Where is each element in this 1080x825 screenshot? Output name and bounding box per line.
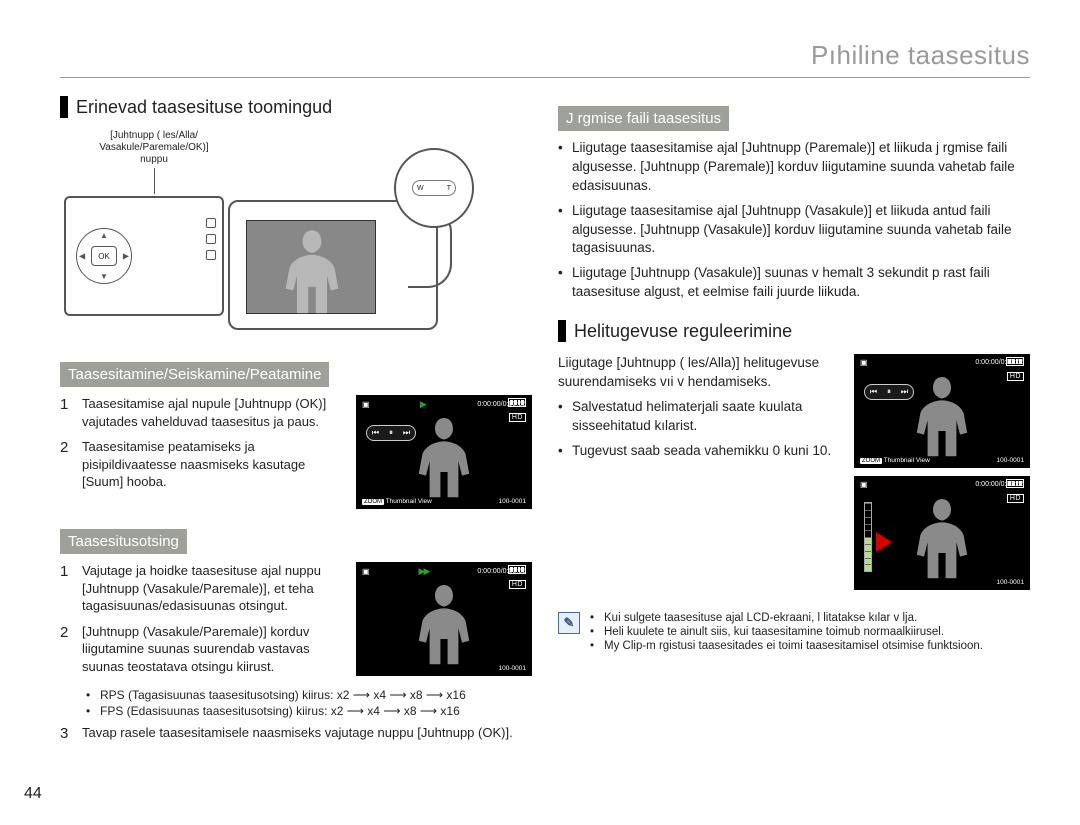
page-title: Pıhiline taasesitus [60,40,1030,78]
pause-icon: ⏸ [389,428,393,438]
down-icon: ▼ [100,272,108,281]
pause-icon: ⏸ [887,387,891,397]
camera-diagram: [Juhtnupp ( les/Alla/ Vasakule/Paremale/… [60,130,480,340]
battery-icon [508,398,526,407]
prev-icon: ⏮ [372,428,379,438]
camera-icon: ▣ [860,358,868,367]
right-icon: ▶ [123,252,129,261]
side-button-icon [206,218,216,228]
subheading-search: Taasesitusotsing [60,529,187,554]
subheading-next-file: J rgmise faili taasesitus [558,106,729,131]
note-box: ✎ Kui sulgete taasesituse ajal LCD-ekraa… [558,612,1030,654]
lcd-icon [246,220,376,314]
heading-text: Erinevad taasesituse toomingud [76,97,332,118]
page-number: 44 [24,785,42,803]
zoom-lever-icon: WT [412,180,456,196]
camera-body: WT [228,170,458,330]
volume-heading: Helitugevuse reguleerimine [558,320,1030,342]
heading-bar [558,320,566,342]
next-file-bullets: Liigutage taasesitamise ajal [Juhtnupp (… [558,139,1030,302]
camera-icon: ▣ [362,567,370,576]
file-number: 100-0001 [499,665,526,672]
right-column: J rgmise faili taasesitus Liigutage taas… [558,96,1030,752]
battery-icon [1006,479,1024,488]
nav-cluster-icon: ▲ ▼ ◀ ▶ OK [76,228,132,284]
lens-icon: WT [394,148,474,228]
lcd-preview-1: ▣ ▶ 0:00:00/0:00:55 HD ⏮ ⏸ ⏭ [356,395,532,509]
note-bullets: Kui sulgete taasesituse ajal LCD-ekraani… [590,612,983,654]
left-heading: Erinevad taasesituse toomingud [60,96,532,118]
speed-bullets: RPS (Tagasisuunas taasesitusotsing) kiir… [86,688,532,718]
battery-icon [508,565,526,574]
hd-badge: HD [1007,372,1024,381]
volume-marker-icon [876,532,892,552]
ok-button-icon: OK [91,246,117,266]
lcd-preview-3: ▣ 0:00:00/0:00:55 HD ⏮ ⏸ ⏭ [854,354,1030,468]
prev-icon: ⏮ [870,387,877,397]
note-icon: ✎ [558,612,580,634]
file-number: 100-0001 [499,498,526,505]
subheading-playback: Taasesitamine/Seiskamine/Peatamine [60,362,329,387]
camera-icon: ▣ [362,400,370,409]
heading-bar [60,96,68,118]
camera-icon: ▣ [860,480,868,489]
lcd-preview-4: ▣ 0:00:00/0:00:55 HD [854,476,1030,590]
leader-label: [Juhtnupp ( les/Alla/ Vasakule/Paremale/… [84,130,224,194]
side-button-icon [206,250,216,260]
up-icon: ▲ [100,231,108,240]
battery-icon [1006,357,1024,366]
hd-badge: HD [509,580,526,589]
flip-screen: ▲ ▼ ◀ ▶ OK [64,196,224,316]
volume-bar [864,502,872,572]
zoom-label: ZOOM [362,499,384,505]
side-button-icon [206,234,216,244]
hd-badge: HD [509,413,526,422]
volume-para: Liigutage [Juhtnupp ( les/Alla)] helitug… [558,354,842,392]
left-icon: ◀ [79,252,85,261]
volume-bullets: Salvestatud helimaterjali saate kuulata … [558,398,842,461]
left-column: Erinevad taasesituse toomingud [Juhtnupp… [60,96,532,752]
lcd-preview-2: ▣ ▶▶ 0:00:00/0:00:55 HD 100-0001 [356,562,532,676]
hd-badge: HD [1007,494,1024,503]
